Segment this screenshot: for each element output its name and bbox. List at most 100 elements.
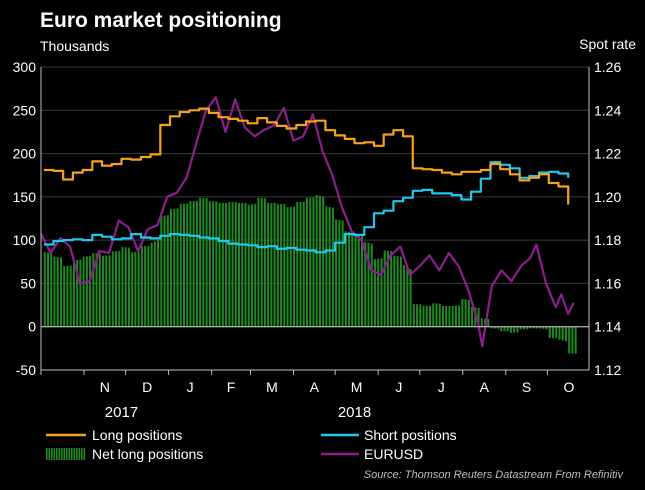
- legend-swatch-net-long-bar: [51, 448, 53, 460]
- net-long-bar: [150, 242, 153, 327]
- month-label: M: [351, 379, 363, 395]
- net-long-bar: [85, 256, 88, 327]
- legend-swatch-net-long-bar: [78, 448, 81, 460]
- net-long-bar: [234, 202, 237, 327]
- left-axis-label: Thousands: [40, 38, 109, 54]
- net-long-bar: [95, 253, 98, 327]
- net-long-bar: [377, 258, 380, 327]
- net-long-bar: [124, 247, 127, 327]
- net-long-bar: [500, 326, 503, 332]
- net-long-bar: [63, 266, 66, 327]
- legend-label-eurusd: EURUSD: [364, 446, 423, 462]
- legend-swatch-net-long-bar: [56, 448, 58, 460]
- net-long-bar: [173, 208, 176, 327]
- net-long-bar: [114, 251, 117, 327]
- net-long-bar: [422, 305, 425, 327]
- year-labels: 2017 2018: [105, 404, 371, 421]
- net-long-bar: [289, 206, 292, 327]
- net-long-bar: [348, 231, 351, 327]
- right-tick-label: 1.18: [594, 232, 621, 248]
- net-long-bar: [228, 202, 231, 327]
- net-long-bar: [571, 326, 574, 354]
- net-long-bar: [416, 304, 419, 327]
- net-long-bar: [53, 256, 56, 327]
- net-long-bar: [296, 202, 299, 327]
- net-long-bar: [351, 231, 354, 327]
- legend-swatch-net-long-bar: [48, 448, 51, 460]
- net-long-bar: [335, 219, 338, 327]
- net-long-bar: [425, 305, 428, 327]
- left-tick-label: 100: [13, 232, 37, 248]
- left-tick-labels: 300 250 200 150 100 50 0 -50: [13, 59, 37, 378]
- net-long-bar: [257, 197, 260, 327]
- net-long-bar: [72, 260, 75, 327]
- net-long-bar: [315, 195, 318, 327]
- net-long-bar: [396, 256, 399, 327]
- net-long-bar: [558, 326, 561, 340]
- net-long-bar: [519, 326, 522, 330]
- net-long-bar: [280, 203, 283, 327]
- net-long-bar: [412, 304, 415, 327]
- net-long-bar: [176, 208, 179, 327]
- eurusd-line: [40, 96, 575, 348]
- net-long-bar: [361, 235, 364, 327]
- net-long-bar: [445, 305, 448, 327]
- net-long-bar: [160, 215, 163, 327]
- net-long-bar: [212, 201, 215, 327]
- legend-swatch-net-long-bar: [71, 448, 73, 460]
- source-note: Source: Thomson Reuters Datastream From …: [364, 469, 625, 481]
- left-tick-label: 200: [13, 146, 37, 162]
- net-long-bar: [98, 253, 101, 327]
- net-long-bar: [509, 326, 512, 333]
- net-long-bar: [140, 246, 143, 327]
- net-long-bar: [276, 203, 279, 327]
- net-long-bar: [79, 259, 82, 327]
- series-lines: [40, 96, 575, 348]
- net-long-bar: [364, 241, 367, 327]
- net-long-bar: [179, 203, 182, 327]
- net-long-bar: [490, 326, 493, 329]
- legend-swatch-net-long-bar: [53, 448, 56, 460]
- net-long-bar: [299, 201, 302, 327]
- net-long-bar: [89, 256, 92, 327]
- net-long-bar: [325, 206, 328, 327]
- net-long-bar: [435, 303, 438, 327]
- net-long-bar: [182, 203, 185, 327]
- net-long-bar: [157, 240, 160, 327]
- left-tick-label: 300: [13, 59, 37, 75]
- month-label: N: [100, 379, 110, 395]
- net-long-bar: [574, 326, 577, 354]
- net-long-bar: [241, 203, 244, 327]
- net-long-bar: [513, 326, 516, 333]
- net-long-bar: [535, 326, 538, 329]
- net-long-bar: [260, 197, 263, 327]
- net-long-bar: [555, 326, 558, 339]
- net-long-bar: [458, 305, 461, 327]
- net-long-bar: [373, 259, 376, 327]
- net-long-bar: [506, 326, 509, 332]
- net-long-bar: [438, 303, 441, 327]
- net-long-bar: [393, 255, 396, 327]
- legend-item-net-long-positions: Net long positions: [46, 446, 203, 462]
- net-long-bar: [127, 247, 130, 327]
- net-long-bar: [215, 201, 218, 327]
- legend-swatch-net-long-bar: [73, 448, 76, 460]
- net-long-bar: [370, 243, 373, 327]
- net-long-bar: [82, 256, 85, 327]
- net-long-bar: [131, 252, 134, 327]
- legend: Long positions Net long positions Short …: [46, 427, 457, 462]
- net-long-bar: [331, 207, 334, 327]
- net-long-bar: [270, 202, 273, 327]
- net-long-bar: [293, 206, 296, 327]
- net-long-bar: [105, 255, 108, 327]
- month-label: O: [563, 379, 574, 395]
- net-long-bar: [238, 202, 241, 327]
- legend-swatch-net-long-bar: [66, 448, 68, 460]
- net-long-bar: [564, 326, 567, 342]
- month-label: F: [227, 379, 236, 395]
- left-tick-label: -50: [16, 362, 36, 378]
- legend-swatch-net-long-bar: [46, 448, 48, 460]
- left-tick-label: 150: [13, 189, 37, 205]
- net-long-bar: [283, 204, 286, 327]
- net-long-bar: [163, 215, 166, 327]
